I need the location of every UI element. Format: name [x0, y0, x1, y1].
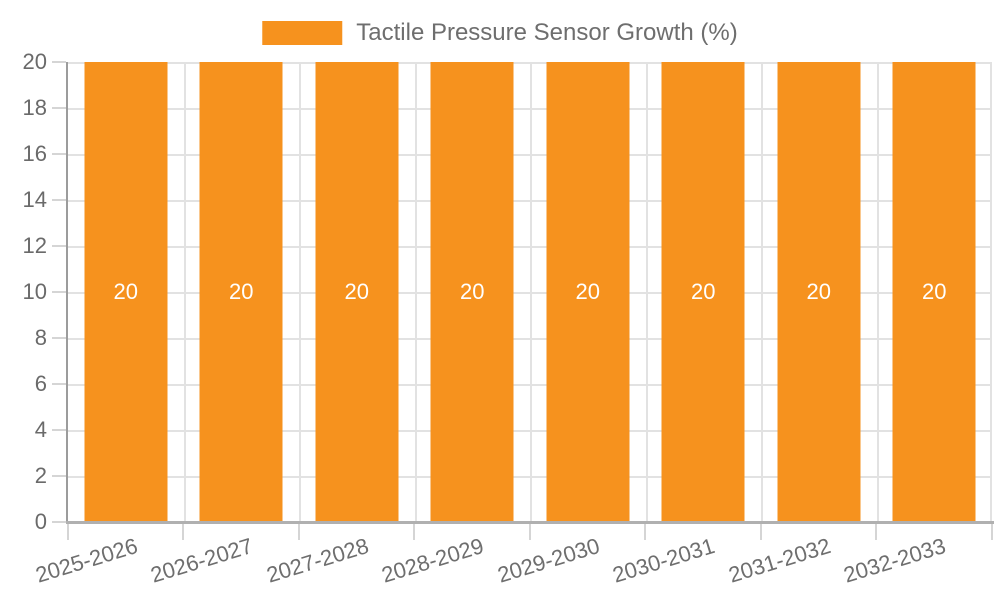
category-cell: 20	[68, 62, 184, 522]
x-tick-label: 2027-2028	[263, 533, 372, 588]
x-tick	[298, 524, 300, 540]
bar-value-label: 20	[806, 279, 831, 304]
y-tick	[52, 521, 66, 523]
y-tick-label: 8	[34, 325, 47, 350]
y-tick	[52, 383, 66, 385]
y-tick-label: 4	[34, 417, 47, 442]
y-tick	[52, 245, 66, 247]
bar-value-label: 20	[229, 279, 254, 304]
y-tick	[52, 337, 66, 339]
y-tick-label: 16	[22, 141, 47, 166]
bar-value-label: 20	[691, 279, 716, 304]
bar-value-label: 20	[113, 279, 138, 304]
x-tick	[760, 524, 762, 540]
bar-value-label: 20	[344, 279, 369, 304]
x-tick-label: 2032-2033	[840, 533, 949, 588]
category-cell: 20	[877, 62, 993, 522]
y-tick	[52, 199, 66, 201]
x-tick	[875, 524, 877, 540]
y-tick-label: 20	[22, 49, 47, 74]
x-tick	[991, 524, 993, 540]
y-tick	[52, 475, 66, 477]
bar-value-label: 20	[922, 279, 947, 304]
bar-2027-2028[interactable]: 20	[315, 62, 399, 522]
y-tick-label: 6	[34, 371, 47, 396]
x-tick-label: 2029-2030	[494, 533, 603, 588]
category-cell: 20	[646, 62, 762, 522]
gridline-vertical	[299, 62, 301, 522]
y-axis-labels: 20 18 16 14 12 10 8 6 4 2 0	[0, 49, 47, 534]
y-tick	[52, 61, 66, 63]
x-tick	[182, 524, 184, 540]
x-tick-label: 2030-2031	[609, 533, 718, 588]
gridline-vertical	[645, 62, 648, 522]
category-cell: 20	[530, 62, 646, 522]
gridline-vertical	[414, 62, 417, 522]
x-tick	[644, 524, 646, 540]
y-tick-label: 18	[22, 95, 47, 120]
y-tick	[52, 153, 66, 155]
x-tick	[413, 524, 415, 540]
bar-2025-2026[interactable]: 20	[84, 62, 168, 522]
gridline-vertical	[183, 62, 186, 522]
gridline-vertical	[761, 62, 763, 522]
y-tick-label: 2	[34, 463, 47, 488]
bar-value-label: 20	[575, 279, 600, 304]
y-tick-label: 14	[22, 187, 47, 212]
y-tick	[52, 291, 66, 293]
bar-2030-2031[interactable]: 20	[661, 62, 745, 522]
category-cell: 20	[299, 62, 415, 522]
y-tick-label: 10	[22, 279, 47, 304]
bar-2031-2032[interactable]: 20	[777, 62, 861, 522]
bar-2032-2033[interactable]: 20	[892, 62, 976, 522]
bar-series: 20 20 20 20 20	[68, 62, 992, 522]
plot-area: 20 20 20 20 20	[68, 62, 992, 522]
legend-item[interactable]: Tactile Pressure Sensor Growth (%)	[262, 19, 738, 47]
y-axis-line	[66, 62, 68, 522]
gridline-vertical	[876, 62, 879, 522]
y-tick	[52, 429, 66, 431]
x-tick-label: 2031-2032	[725, 533, 834, 588]
x-tick-label: 2025-2026	[32, 533, 141, 588]
category-cell: 20	[415, 62, 531, 522]
y-tick-label: 0	[34, 509, 47, 534]
category-cell: 20	[761, 62, 877, 522]
y-tick-label: 12	[22, 233, 47, 258]
x-axis-line	[66, 521, 994, 524]
bar-2029-2030[interactable]: 20	[546, 62, 630, 522]
bar-2028-2029[interactable]: 20	[430, 62, 514, 522]
x-tick	[67, 524, 69, 540]
x-tick-label: 2028-2029	[378, 533, 487, 588]
bar-value-label: 20	[460, 279, 485, 304]
gridline-vertical	[990, 62, 992, 522]
x-tick	[529, 524, 531, 540]
legend-swatch	[262, 21, 343, 45]
gridline-vertical	[530, 62, 532, 522]
category-cell: 20	[184, 62, 300, 522]
bar-2026-2027[interactable]: 20	[199, 62, 283, 522]
legend-label: Tactile Pressure Sensor Growth (%)	[356, 19, 738, 46]
x-tick-label: 2026-2027	[147, 533, 256, 588]
y-tick	[52, 107, 66, 109]
